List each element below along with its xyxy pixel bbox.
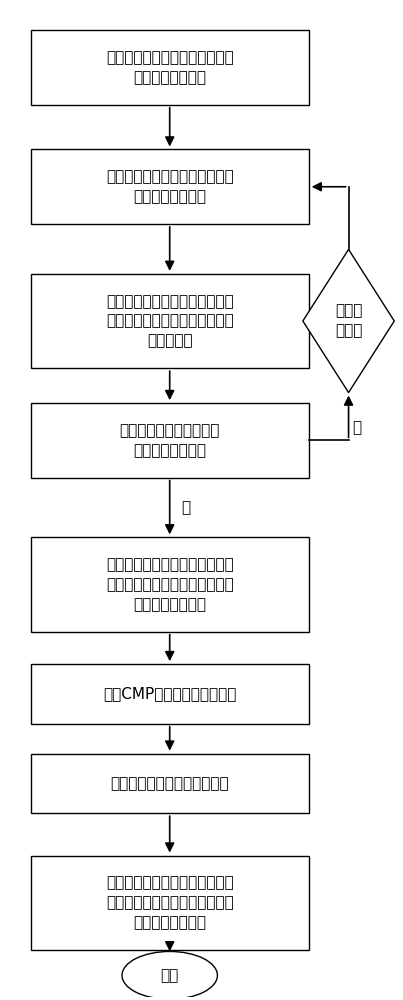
Text: 采用CMP方法研磨第一绝缘层: 采用CMP方法研磨第一绝缘层 <box>103 686 237 701</box>
Bar <box>31 30 309 105</box>
Text: 移除第一掩膜，判断是否
完成倾斜调整次数: 移除第一掩膜，判断是否 完成倾斜调整次数 <box>120 423 220 458</box>
Text: 调整样品台至当前倾斜角度，并
基于第一掩膜向下刻蚀贯穿自由
层和覆盖层: 调整样品台至当前倾斜角度，并 基于第一掩膜向下刻蚀贯穿自由 层和覆盖层 <box>106 294 234 348</box>
Text: 是: 是 <box>182 500 191 515</box>
Bar <box>31 664 309 724</box>
Bar <box>31 149 309 224</box>
Text: 在第一绝缘层上制作第二掩膜: 在第一绝缘层上制作第二掩膜 <box>110 776 229 791</box>
Text: 转动样品台使磁隧道结沿第一轴
线转动，并基于第二掩膜向下刻
蚀至贯穿磁隧道结: 转动样品台使磁隧道结沿第一轴 线转动，并基于第二掩膜向下刻 蚀至贯穿磁隧道结 <box>106 875 234 930</box>
Text: 获得磁隧道结样品并将磁隧道结
样品装载至样品台: 获得磁隧道结样品并将磁隧道结 样品装载至样品台 <box>106 50 234 85</box>
Text: 否: 否 <box>353 420 361 435</box>
Text: 结束: 结束 <box>160 968 179 983</box>
Ellipse shape <box>122 951 217 999</box>
Bar <box>31 754 309 813</box>
Bar <box>31 403 309 478</box>
Text: 调整样品台至水平，在势垒层、
自由层和覆盖层共同围成的上表
面沉积第一绝缘层: 调整样品台至水平，在势垒层、 自由层和覆盖层共同围成的上表 面沉积第一绝缘层 <box>106 557 234 612</box>
Polygon shape <box>303 249 394 393</box>
Bar <box>31 856 309 950</box>
Text: 改变倾
斜角度: 改变倾 斜角度 <box>335 304 362 338</box>
Bar <box>31 274 309 368</box>
Text: 根据当前倾斜角度在覆盖层上制
作相应的第一掩膜: 根据当前倾斜角度在覆盖层上制 作相应的第一掩膜 <box>106 169 234 204</box>
Bar <box>31 537 309 632</box>
